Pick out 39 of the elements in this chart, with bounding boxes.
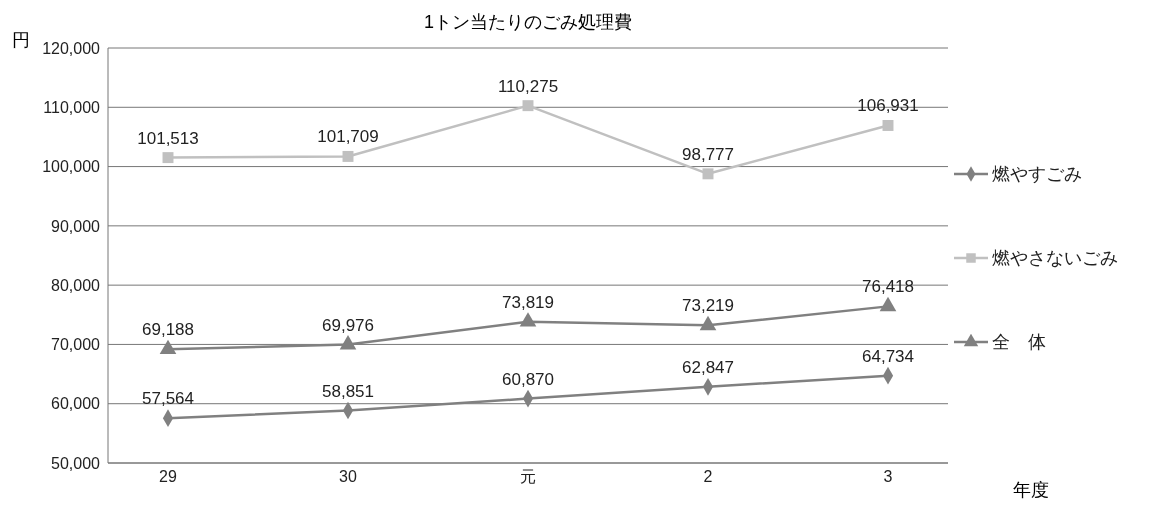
y-tick-label: 70,000 <box>51 336 101 354</box>
data-label: 98,777 <box>682 144 734 164</box>
y-tick-label: 100,000 <box>42 158 101 176</box>
data-label: 62,847 <box>682 357 734 377</box>
data-label: 101,513 <box>137 128 199 148</box>
y-tick-label: 110,000 <box>43 98 101 116</box>
data-label: 64,734 <box>862 346 914 366</box>
x-tick-label: 30 <box>339 468 357 486</box>
x-tick-label: 29 <box>159 468 177 486</box>
point <box>882 120 894 131</box>
data-label: 110,275 <box>497 76 559 96</box>
point <box>342 150 354 162</box>
chart-title: 1トン当たりのごみ処理費 <box>423 12 632 32</box>
data-label: 69,188 <box>142 320 194 340</box>
data-label: 69,976 <box>322 315 374 335</box>
data-label: 101,709 <box>317 127 379 147</box>
data-label: 58,851 <box>322 381 374 401</box>
point <box>702 168 714 180</box>
data-label: 57,564 <box>142 389 194 409</box>
legend-label: 全 体 <box>992 331 1046 354</box>
legend-label: 燃やすごみ <box>992 163 1082 186</box>
y-tick-label: 120,000 <box>42 39 101 57</box>
x-tick-label: 元 <box>520 468 536 486</box>
legend-label: 燃やさないごみ <box>992 247 1118 270</box>
data-label: 73,219 <box>682 296 734 316</box>
x-axis-title: 年度 <box>1013 479 1049 502</box>
y-tick-label: 50,000 <box>51 454 101 472</box>
y-tick-label: 90,000 <box>51 217 101 235</box>
data-label: 60,870 <box>502 369 554 389</box>
point <box>522 100 534 112</box>
y-axis-title: 円 <box>12 29 30 52</box>
point <box>162 152 174 164</box>
data-label: 106,931 <box>857 96 919 116</box>
data-label: 76,418 <box>862 277 914 297</box>
data-label: 73,819 <box>502 292 554 312</box>
x-tick-label: 2 <box>703 468 713 486</box>
y-tick-label: 60,000 <box>51 395 101 413</box>
x-tick-label: 3 <box>883 468 893 486</box>
y-tick-label: 80,000 <box>51 276 101 294</box>
